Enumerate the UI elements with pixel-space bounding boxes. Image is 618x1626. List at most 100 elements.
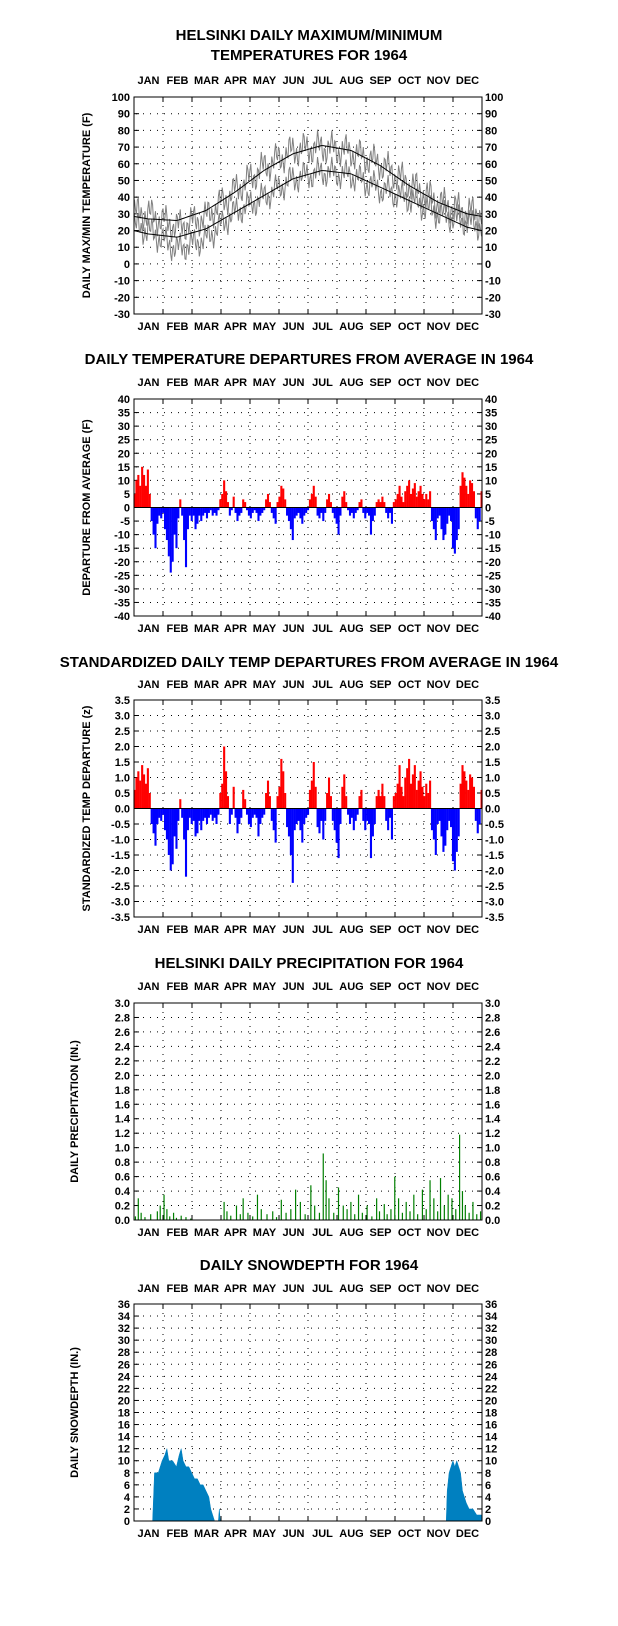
- y-tick-label-right: 36: [485, 1299, 497, 1311]
- bar-above-average: [417, 780, 420, 809]
- bar-below-average: [373, 808, 376, 824]
- month-label-apr: APR: [224, 981, 247, 993]
- bar-below-average: [453, 808, 456, 871]
- y-tick-label-left: 1.2: [115, 1128, 130, 1140]
- month-label-jan: JAN: [137, 321, 159, 333]
- bar-below-average: [390, 507, 394, 524]
- bar-above-average: [427, 499, 430, 508]
- bar-below-average: [230, 507, 233, 511]
- bar-below-average: [163, 808, 167, 831]
- bar-below-average: [434, 507, 437, 541]
- grid-dots: [136, 1005, 480, 1218]
- series-normal-max: [134, 145, 482, 221]
- bar-below-average: [289, 507, 292, 530]
- bar-above-average: [408, 480, 411, 508]
- bar-above-average: [419, 485, 422, 508]
- y-tick-label-left: -1.0: [111, 835, 130, 847]
- bar-above-average: [465, 780, 468, 809]
- bar-below-average: [205, 808, 209, 824]
- month-label-feb: FEB: [167, 679, 189, 691]
- bar-below-average: [261, 808, 264, 818]
- month-label-mar: MAR: [194, 1283, 219, 1295]
- bar-below-average: [183, 808, 186, 840]
- y-tick-label-left: 40: [118, 192, 130, 204]
- bar-above-average: [463, 771, 466, 809]
- bar-below-average: [369, 507, 373, 535]
- y-tick-label-left: 14: [118, 1432, 131, 1444]
- y-tick-label-left: 30: [118, 1335, 130, 1347]
- bar-below-average: [259, 507, 262, 516]
- bar-below-average: [196, 507, 199, 524]
- bar-below-average: [438, 808, 441, 821]
- bar-above-average: [314, 496, 317, 508]
- bar-below-average: [158, 507, 161, 516]
- bar-below-average: [318, 507, 321, 519]
- bar-above-average: [360, 499, 363, 508]
- month-label-aug: AUG: [339, 623, 363, 635]
- bar-above-average: [409, 783, 413, 809]
- y-tick-label-left: 24: [118, 1371, 131, 1383]
- bar-below-average: [291, 808, 294, 883]
- y-tick-label-left: 1.0: [115, 1143, 130, 1155]
- month-label-jan: JAN: [137, 623, 159, 635]
- bar-below-average: [270, 808, 273, 821]
- y-tick-label-right: 2.0: [485, 742, 500, 754]
- month-label-oct: OCT: [398, 1283, 422, 1295]
- y-tick-label-left: 50: [118, 175, 130, 187]
- y-tick-label-right: 0.6: [485, 1172, 500, 1184]
- month-label-apr: APR: [224, 1227, 247, 1239]
- bar-above-average: [226, 502, 230, 508]
- month-label-mar: MAR: [194, 1227, 219, 1239]
- chart-title: TEMPERATURES FOR 1964: [211, 47, 408, 64]
- bar-below-average: [373, 507, 376, 516]
- y-tick-label-right: -20: [485, 557, 501, 569]
- bar-below-average: [238, 808, 241, 824]
- bar-above-average: [223, 746, 226, 809]
- bar-above-average: [329, 796, 332, 809]
- month-label-nov: NOV: [427, 1528, 452, 1540]
- month-label-aug: AUG: [339, 1528, 363, 1540]
- bar-below-average: [331, 808, 334, 821]
- month-label-jan: JAN: [137, 981, 159, 993]
- y-tick-label-left: 20: [118, 1395, 130, 1407]
- chart-temperatures: HELSINKI DAILY MAXIMUM/MINIMUM TEMPERATUR…: [81, 27, 503, 333]
- y-axis-label: DAILY MAX/MIN TEMPERATURE (F): [81, 112, 93, 298]
- y-tick-label-left: -15: [114, 543, 130, 555]
- y-tick-label-right: -10: [485, 276, 501, 288]
- bar-below-average: [162, 507, 165, 513]
- month-label-may: MAY: [253, 321, 277, 333]
- bar-above-average: [133, 493, 136, 508]
- month-label-oct: OCT: [398, 75, 422, 87]
- bar-below-average: [442, 507, 445, 541]
- bar-below-average: [272, 507, 275, 519]
- y-tick-label-right: 5: [485, 489, 491, 501]
- y-tick-label-right: 30: [485, 421, 497, 433]
- bar-above-average: [398, 485, 401, 508]
- bar-below-average: [217, 808, 220, 815]
- grid-dots: [136, 702, 480, 915]
- y-tick-label-right: 30: [485, 1335, 497, 1347]
- month-label-oct: OCT: [398, 981, 422, 993]
- month-label-jan: JAN: [137, 75, 159, 87]
- bar-above-average: [396, 493, 399, 508]
- month-label-jul: JUL: [312, 679, 333, 691]
- bar-below-average: [236, 507, 239, 522]
- bar-below-average: [150, 808, 153, 824]
- month-label-jul: JUL: [312, 75, 333, 87]
- y-tick-label-right: -35: [485, 597, 501, 609]
- month-label-mar: MAR: [194, 924, 219, 936]
- bar-below-average: [476, 808, 479, 834]
- bar-above-average: [419, 771, 422, 809]
- bar-below-average: [295, 507, 298, 516]
- month-label-may: MAY: [253, 1283, 277, 1295]
- bar-above-average: [242, 499, 245, 508]
- y-tick-label-left: 2.5: [115, 726, 130, 738]
- y-tick-label-left: 0.2: [115, 1201, 130, 1213]
- y-tick-label-left: -30: [114, 584, 130, 596]
- snowdepth-area: [445, 1459, 482, 1522]
- bar-below-average: [247, 808, 250, 824]
- month-label-jun: JUN: [282, 1283, 304, 1295]
- bar-below-average: [209, 808, 212, 815]
- y-tick-label-right: 6: [485, 1480, 491, 1492]
- bar-below-average: [434, 808, 437, 855]
